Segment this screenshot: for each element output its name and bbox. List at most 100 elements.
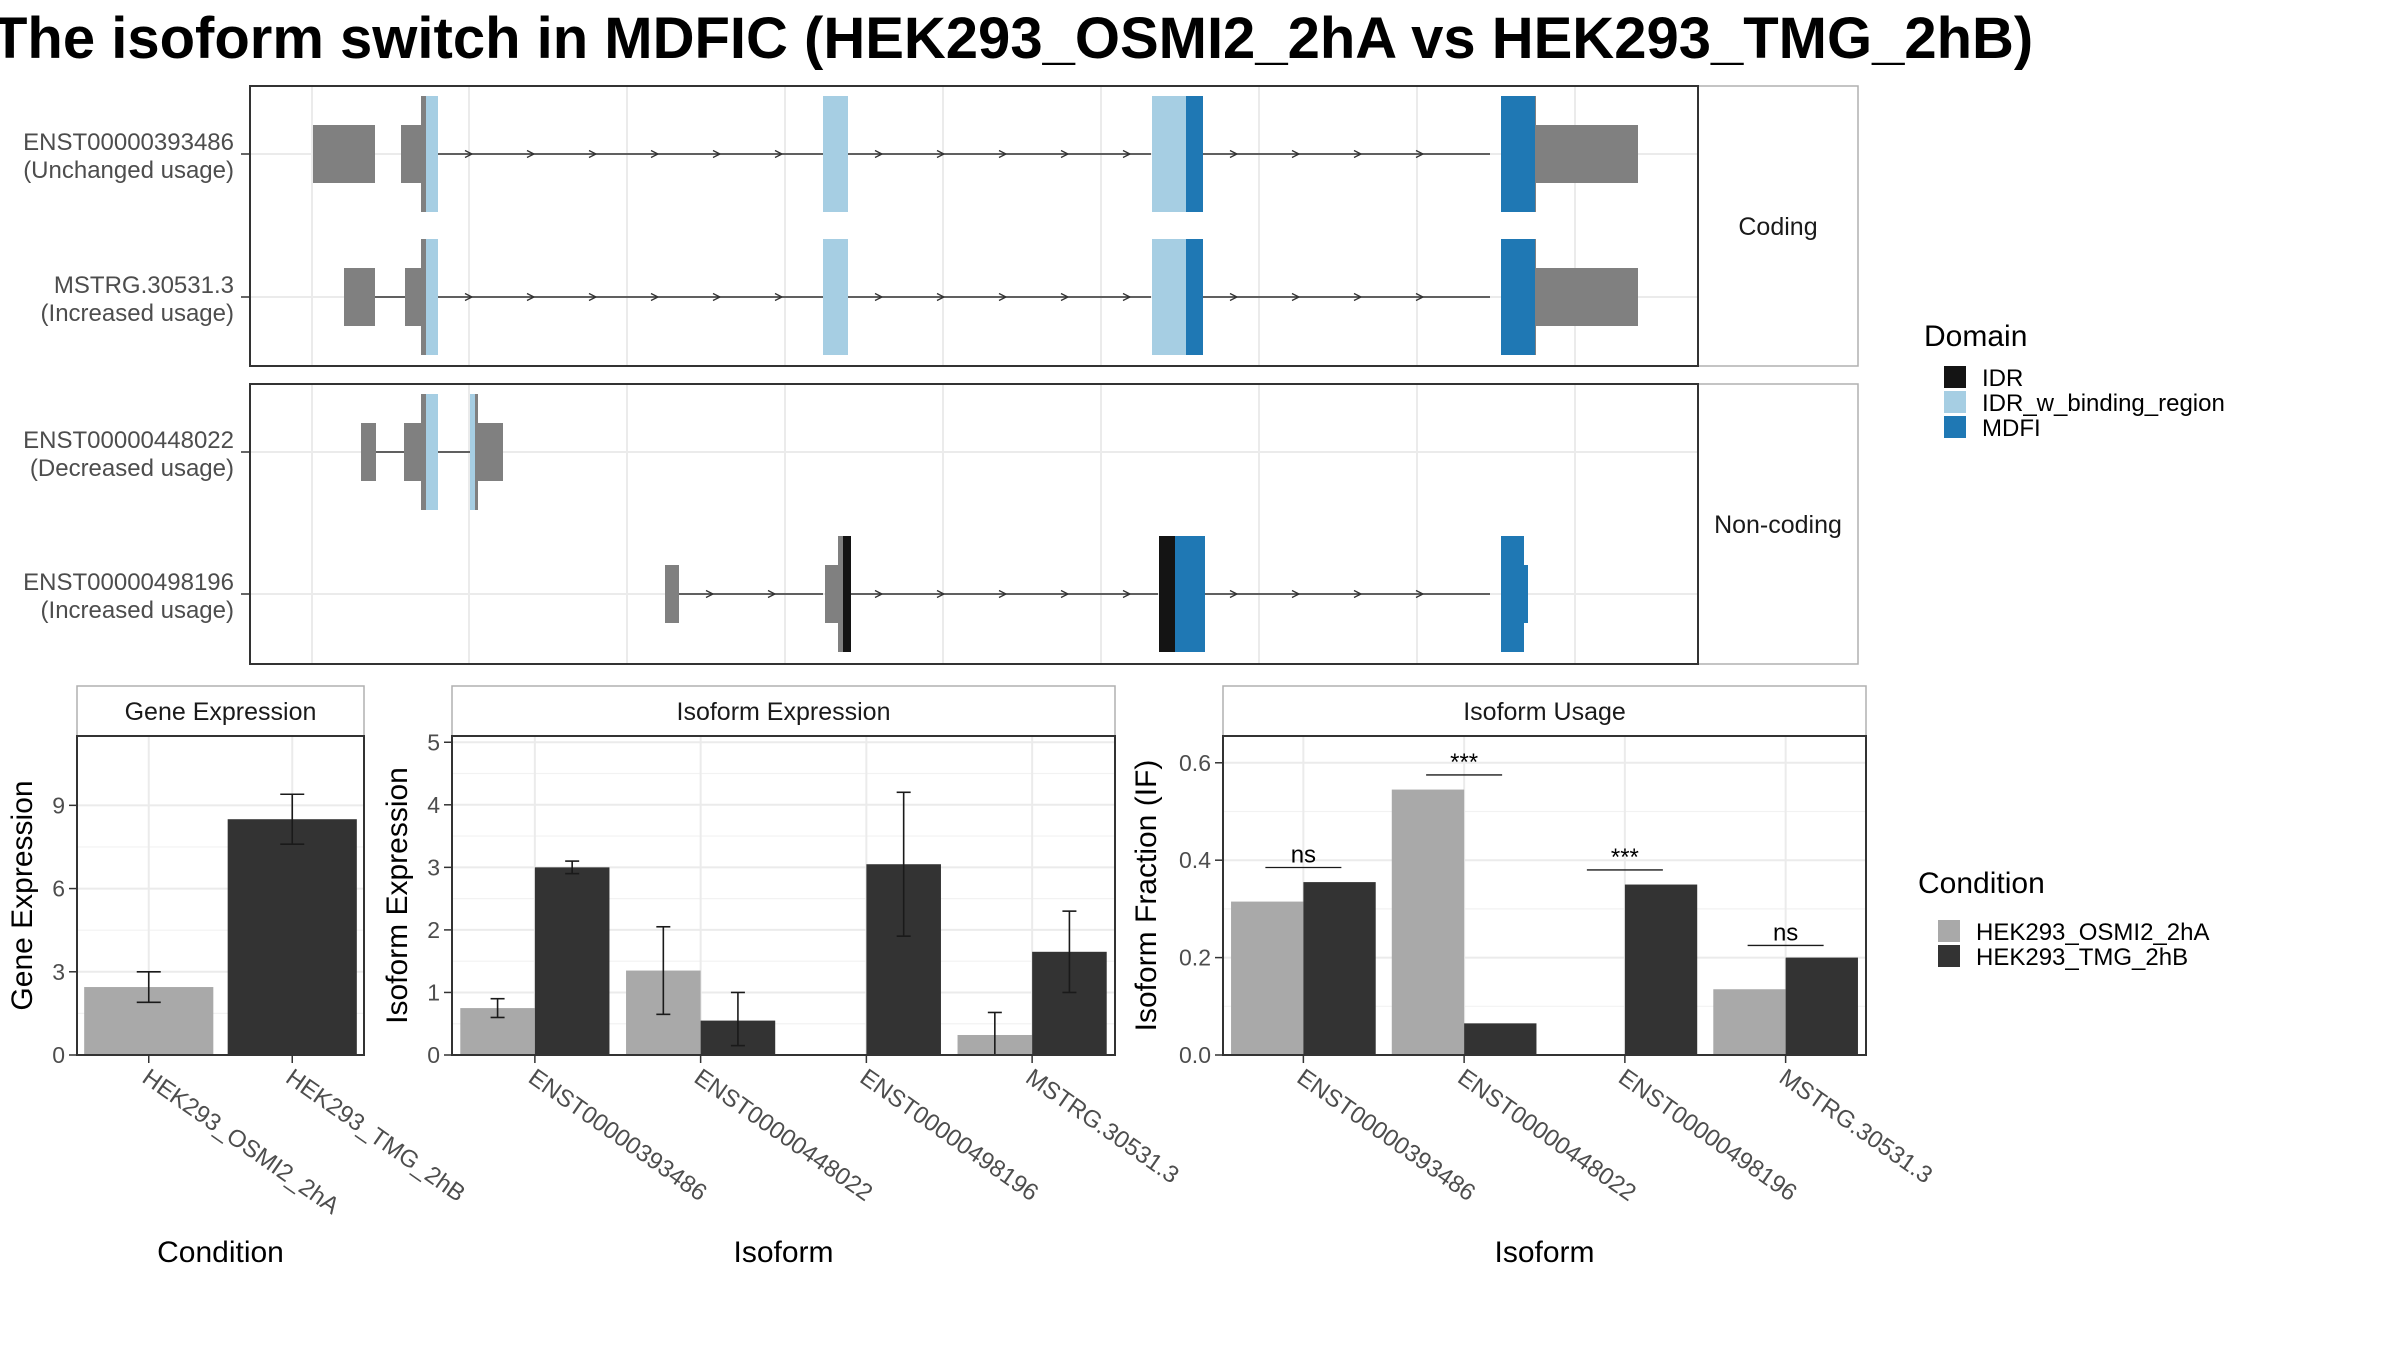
isoform-name-label: ENST00000393486 — [23, 129, 234, 156]
y-tick-label: 3 — [52, 959, 65, 985]
y-tick-label: 0 — [52, 1042, 65, 1068]
domain-idr-binding-region — [1152, 239, 1186, 355]
significance-label: ns — [1291, 841, 1316, 868]
intron-arrow — [712, 292, 722, 302]
intron-arrow — [1291, 589, 1301, 599]
facet-strip — [1697, 85, 1859, 367]
transcript-row — [665, 536, 1528, 652]
intron-arrow — [936, 292, 946, 302]
coding-exon — [421, 239, 426, 355]
y-tick-label: 1 — [427, 979, 440, 1005]
utr-exon — [825, 565, 838, 623]
y-tick-label: 2 — [427, 917, 440, 943]
y-tick-label: 9 — [52, 792, 65, 818]
utr-exon — [1536, 125, 1638, 183]
coding-exon — [838, 536, 843, 652]
domain-mdfi — [1175, 536, 1205, 652]
domain-idr-binding-region — [470, 394, 475, 510]
intron-arrow — [1415, 149, 1425, 159]
x-tick-label: MSTRG.30531.3 — [1774, 1064, 1937, 1189]
intron-arrow — [1353, 292, 1363, 302]
x-tick-label: ENST00000498196 — [855, 1064, 1043, 1207]
y-tick-label: 4 — [427, 792, 440, 818]
y-tick-label: 0.6 — [1179, 750, 1211, 776]
structure-facet-background — [250, 86, 1698, 366]
x-tick-label: ENST00000393486 — [1292, 1064, 1480, 1207]
intron-arrow — [1122, 292, 1132, 302]
condition-legend-label: HEK293_OSMI2_2hA — [1976, 919, 2209, 946]
intron-arrow — [526, 149, 536, 159]
domain-idr-binding-region — [426, 96, 438, 212]
utr-exon — [478, 423, 503, 481]
intron-arrow — [464, 149, 474, 159]
transcript-structure-panel: Coding Non-coding ENST00000393486(Unchange… — [23, 85, 1859, 665]
domain-legend-label: MDFI — [1982, 415, 2041, 442]
utr-exon — [401, 125, 421, 183]
intron-arrow — [650, 149, 660, 159]
isoform-name-label: ENST00000498196 — [23, 569, 234, 596]
domain-mdfi — [1524, 565, 1528, 623]
panel-strip — [1222, 685, 1867, 737]
domain-legend-title: Domain — [1924, 320, 2027, 353]
x-axis-title: Condition — [157, 1236, 284, 1269]
intron-arrow — [1122, 149, 1132, 159]
x-tick-label: ENST00000498196 — [1613, 1064, 1801, 1207]
x-tick-label: ENST00000448022 — [689, 1064, 877, 1207]
x-axis-title: Isoform — [733, 1236, 833, 1269]
condition-legend-key — [1938, 945, 1960, 967]
bar — [1785, 957, 1858, 1055]
y-tick-label: 0.0 — [1179, 1042, 1211, 1068]
panel-border — [451, 735, 1116, 1056]
domain-mdfi — [1501, 96, 1535, 212]
domain-legend-label: IDR_w_binding_region — [1982, 390, 2225, 417]
panel-border — [1222, 735, 1867, 1056]
isoform-name-label: ENST00000448022 — [23, 427, 234, 454]
x-tick-label: ENST00000393486 — [523, 1064, 711, 1207]
transcript-row — [313, 96, 1638, 212]
coding-exon — [421, 394, 426, 510]
y-tick-label: 0.4 — [1179, 847, 1211, 873]
panel-strip-title: Gene Expression — [125, 698, 317, 726]
significance-label: *** — [1611, 844, 1639, 871]
intron-arrow — [874, 292, 884, 302]
isoform-usage-label: (Increased usage) — [41, 300, 234, 327]
intron-arrow — [1353, 589, 1363, 599]
bar — [1303, 882, 1376, 1055]
bar — [1464, 1023, 1537, 1055]
condition-legend-key — [1938, 920, 1960, 942]
intron-arrow — [767, 589, 777, 599]
x-axis-title: Isoform — [1494, 1236, 1594, 1269]
domain-mdfi — [1186, 239, 1203, 355]
intron-arrow — [526, 292, 536, 302]
intron-arrow — [1229, 149, 1239, 159]
isoform-usage-chart: Isoform Usage ns *** *** ns 0.0 0.2 0.4 0.6 ENST0… — [1130, 685, 1937, 1269]
intron-arrow — [998, 292, 1008, 302]
significance-label: *** — [1450, 749, 1478, 776]
intron-arrow — [936, 149, 946, 159]
intron-arrow — [588, 292, 598, 302]
y-tick-label: 5 — [427, 729, 440, 755]
transcript-row — [361, 394, 503, 510]
intron-arrow — [874, 149, 884, 159]
y-axis-title: Isoform Fraction (IF) — [1130, 760, 1163, 1032]
domain-idr — [1159, 536, 1175, 652]
intron-arrow — [712, 149, 722, 159]
intron-arrow — [650, 292, 660, 302]
domain-mdfi — [1501, 536, 1524, 652]
facet-strip — [1697, 383, 1859, 665]
utr-exon — [1536, 268, 1638, 326]
utr-exon — [404, 423, 421, 481]
domain-idr — [843, 536, 851, 652]
domain-idr-binding-region — [426, 239, 438, 355]
intron-arrow — [1060, 149, 1070, 159]
intron-arrow — [588, 149, 598, 159]
y-tick-label: 3 — [427, 854, 440, 880]
utr-exon — [665, 565, 679, 623]
domain-idr-binding-region — [426, 394, 438, 510]
bar — [227, 819, 357, 1055]
facet-border — [249, 383, 1699, 665]
isoform-usage-label: (Unchanged usage) — [23, 157, 234, 184]
facet-strip-label: Coding — [1738, 213, 1817, 241]
structure-facet-background — [250, 384, 1698, 664]
